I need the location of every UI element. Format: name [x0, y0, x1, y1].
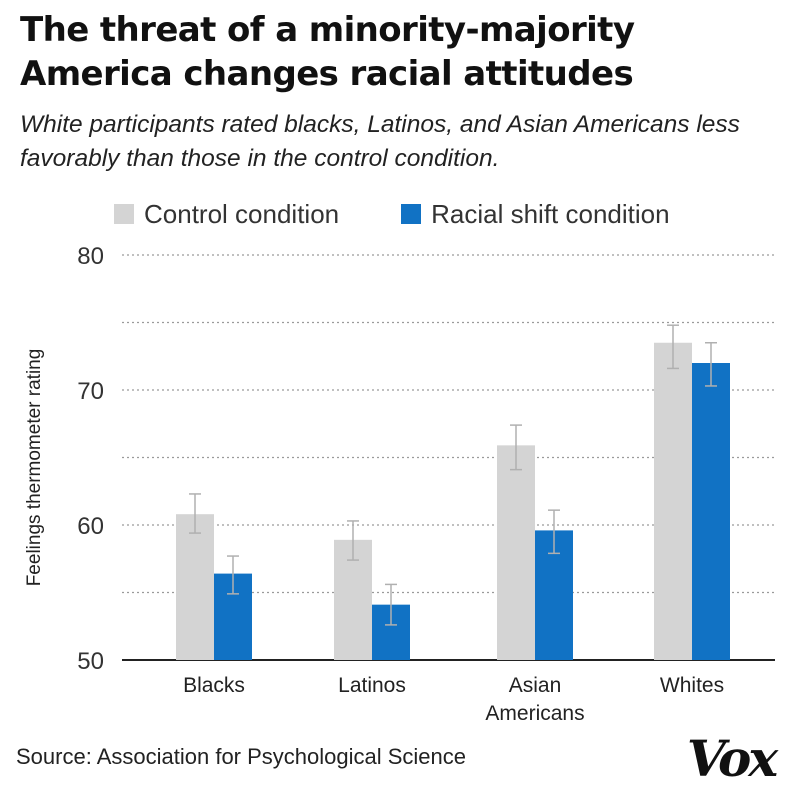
bar-control [654, 342, 692, 660]
y-tick-label: 50 [77, 648, 104, 675]
source-note: Source: Association for Psychological Sc… [16, 744, 467, 769]
x-tick-label: Whites [660, 674, 724, 697]
bar-control [497, 445, 535, 660]
x-tick-label: Asian [509, 674, 562, 697]
legend-swatch-racial-shift [401, 204, 422, 224]
legend-label-control: Control condition [144, 198, 340, 229]
x-tick-label: Americans [485, 702, 584, 725]
bar-racial-shift [692, 363, 730, 660]
legend-swatch-control [114, 204, 134, 224]
chart-legend: Control condition Racial shift condition [114, 196, 732, 232]
y-tick-label: 70 [77, 378, 104, 405]
vox-logo-text: Vox [687, 729, 780, 788]
legend-item-racial-shift: Racial shift condition [401, 198, 670, 230]
bar-control [176, 514, 214, 660]
vox-logo: Vox [687, 729, 783, 788]
y-axis-label: Feelings thermometer rating [24, 349, 45, 587]
bar-chart: 50 60 70 80 Feelings thermometer rating Black… [24, 243, 775, 725]
chart-subtitle: White participants rated blacks, Latinos… [20, 111, 740, 172]
legend-item-control: Control condition [114, 199, 339, 230]
chart-title: The threat of a minority-majority Americ… [20, 10, 635, 94]
y-tick-label: 60 [77, 513, 104, 540]
x-tick-label: Latinos [338, 674, 406, 697]
y-tick-label: 80 [77, 243, 104, 270]
legend-label-racial-shift: Racial shift condition [431, 198, 670, 229]
x-tick-label: Blacks [183, 674, 245, 697]
